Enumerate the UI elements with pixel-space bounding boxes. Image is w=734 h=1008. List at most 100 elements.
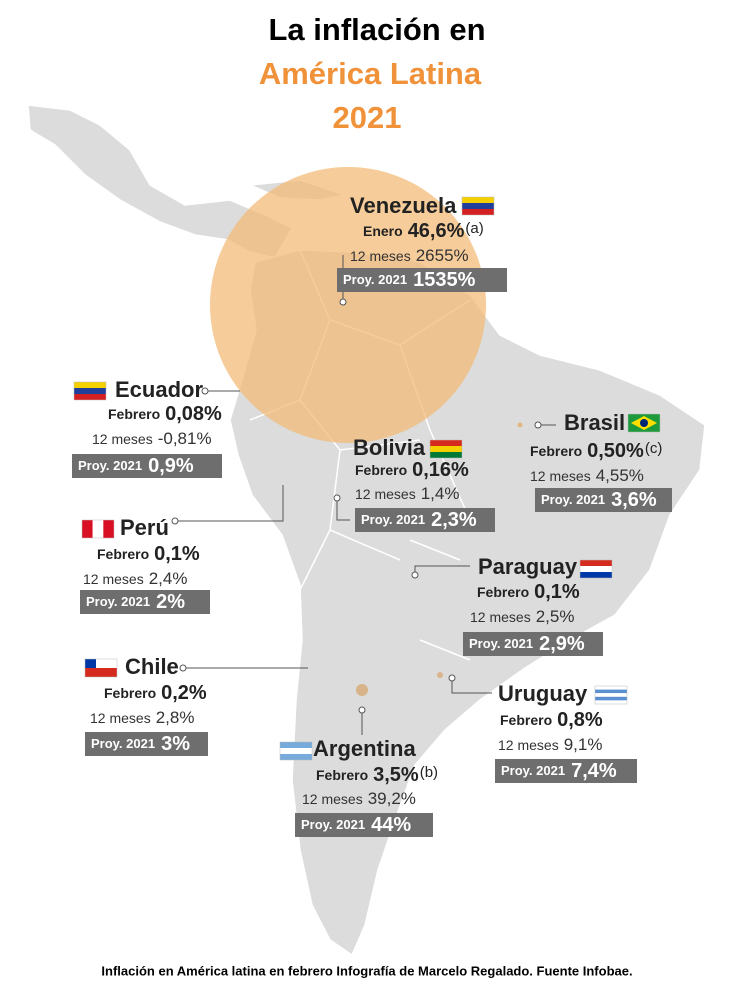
projection-box	[355, 508, 495, 532]
country-block: Perú Febrero 0,1% 12 meses 2,4% Proy. 2021 2%	[80, 485, 284, 614]
month-value: 0,2%	[161, 682, 207, 704]
month-label: Enero	[363, 223, 403, 239]
leader-line	[175, 485, 284, 522]
caption: Inflación en América latina en febrero I…	[101, 963, 632, 978]
leader-dot	[179, 664, 187, 672]
projection-value: 0,9%	[148, 455, 194, 477]
highlight-circle	[210, 167, 486, 443]
flag-stripe	[92, 520, 104, 538]
projection-value: 44%	[371, 814, 411, 836]
year-line: 12 meses 2655%	[350, 246, 469, 265]
projection-label: Proy. 2021	[361, 512, 425, 527]
leader-line	[451, 678, 492, 694]
year-label: 12 meses	[530, 468, 591, 484]
flag-border	[429, 439, 463, 459]
country-name: Brasil	[564, 410, 625, 435]
projection-box	[295, 813, 433, 837]
flag	[84, 658, 118, 678]
flag	[594, 685, 628, 705]
title-year: 2021	[333, 100, 402, 135]
projection-line: Proy. 2021 2%	[86, 591, 185, 613]
country-block: Chile Febrero 0,2% 12 meses 2,8%Proy. 2021 3%	[84, 654, 308, 756]
year-line: 12 meses 2,4%	[83, 569, 187, 588]
flag-globe	[640, 419, 648, 427]
year-value: 39,2%	[368, 789, 416, 808]
flag-canton	[85, 659, 96, 668]
month-line: Febrero 3,5%(b)	[316, 764, 438, 786]
month-line: Febrero 0,1%	[97, 543, 200, 565]
projection-box	[80, 590, 210, 614]
projection-box	[463, 632, 603, 656]
flag-stripe	[595, 696, 627, 701]
year-label: 12 meses	[350, 248, 411, 264]
country-name: Perú	[120, 515, 169, 540]
year-line: 12 meses 9,1%	[498, 735, 602, 754]
flag-stripe	[580, 566, 612, 572]
month-line: Febrero 0,08%	[108, 403, 222, 425]
projection-label: Proy. 2021	[78, 458, 142, 473]
year-value: 9,1%	[564, 735, 603, 754]
country-name: Ecuador	[115, 377, 203, 402]
projection-line: Proy. 2021 0,9%	[78, 455, 194, 477]
month-line: Febrero 0,1%	[477, 581, 580, 603]
leader-dot	[534, 421, 542, 429]
flag-stripe	[462, 197, 494, 203]
year-label: 12 meses	[470, 609, 531, 625]
flag-stripe	[280, 754, 312, 760]
year-line: 12 meses 2,8%	[90, 708, 194, 727]
year-label: 12 meses	[90, 710, 151, 726]
year-line: 12 meses 1,4%	[355, 484, 459, 503]
country-block: Bolivia Febrero 0,16% 12 meses 1,4% Proy. 202…	[333, 435, 495, 532]
month-value: 0,08%	[165, 403, 222, 425]
projection-label: Proy. 2021	[343, 272, 407, 287]
projection-value: 1535%	[413, 269, 475, 291]
country-block: Venezuela Enero 46,6%(a) 12 meses 2655% Proy.…	[337, 193, 507, 306]
year-label: 12 meses	[92, 431, 153, 447]
flag	[579, 559, 613, 579]
flag-border	[461, 196, 495, 216]
leader-dot	[339, 298, 347, 306]
month-label: Febrero	[316, 767, 368, 783]
month-line: Enero 46,6%(a)	[363, 220, 484, 242]
country-block: Ecuador Febrero 0,08% 12 meses -0,81% Proy. 2…	[72, 377, 240, 478]
country-name: Paraguay	[478, 554, 578, 579]
country-name: Argentina	[313, 736, 416, 761]
projection-line: Proy. 2021 1535%	[343, 269, 476, 291]
footnote-mark: (b)	[420, 764, 438, 781]
flag	[279, 741, 313, 761]
flag	[461, 196, 495, 216]
footnote-mark: (c)	[645, 440, 663, 457]
month-value: 3,5%	[373, 764, 419, 786]
flag-stripe	[595, 686, 627, 690]
projection-box	[495, 759, 637, 783]
year-value: 4,55%	[596, 466, 644, 485]
projection-label: Proy. 2021	[301, 817, 365, 832]
month-value: 46,6%	[408, 220, 465, 242]
country-name: Bolivia	[353, 435, 426, 460]
flag-stripe	[280, 742, 312, 748]
leader-dot	[358, 706, 366, 714]
month-value: 0,16%	[412, 459, 469, 481]
flag-border	[627, 413, 661, 433]
city-dot	[356, 684, 368, 696]
flag	[81, 519, 115, 539]
projection-value: 3%	[161, 733, 190, 755]
flag-stripe	[85, 668, 117, 677]
projection-value: 2%	[156, 591, 185, 613]
flag-stripe	[82, 520, 93, 538]
flag-stripe	[74, 388, 106, 394]
leader-dot	[448, 674, 456, 682]
flag-border	[594, 685, 628, 705]
projection-label: Proy. 2021	[541, 492, 605, 507]
month-value: 0,1%	[534, 581, 580, 603]
title-line: América Latina	[259, 56, 482, 91]
city-dot	[437, 672, 443, 678]
year-label: 12 meses	[83, 571, 144, 587]
month-line: Febrero 0,8%	[500, 709, 603, 731]
flag	[429, 439, 463, 459]
year-label: 12 meses	[302, 791, 363, 807]
flag-stripe	[580, 572, 612, 578]
projection-line: Proy. 2021 3%	[91, 733, 190, 755]
